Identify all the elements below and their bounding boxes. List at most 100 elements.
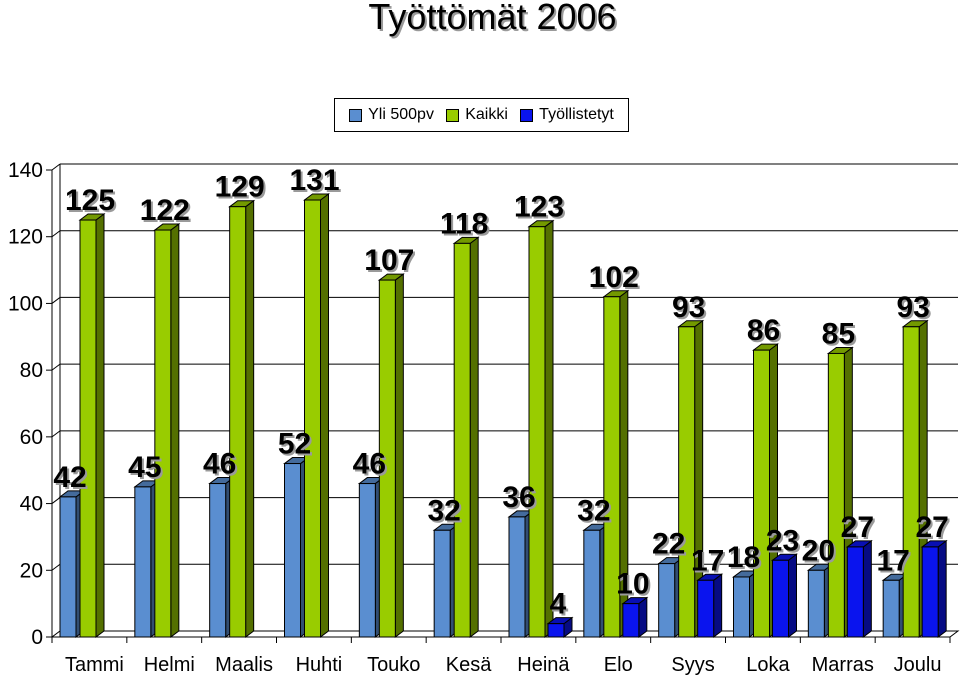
x-tick-label-marras: Marras (812, 654, 874, 676)
legend: Yli 500pv Kaikki Työllistetyt (334, 98, 629, 132)
bar-yli-500pv-elo (583, 529, 601, 638)
data-label-tyollistetyt-heina-shadow: 4 (552, 590, 569, 623)
bar-tyollistetyt-elo (622, 603, 640, 638)
data-label-kaikki-tammi: 125 (65, 184, 115, 217)
data-label-yli-500pv-marras: 20 (802, 534, 835, 567)
data-label-kaikki-joulu-shadow: 93 (898, 293, 931, 326)
legend-item-tyollistetyt: Työllistetyt (520, 106, 614, 124)
data-label-yli-500pv-tammi-shadow: 42 (55, 463, 88, 496)
bar-kaikki-maalis-side (245, 199, 255, 638)
bar-kaikki-tammi (79, 219, 97, 638)
bar-kaikki-heina-side (544, 219, 554, 638)
legend-label-kaikki: Kaikki (465, 106, 508, 123)
data-label-yli-500pv-elo: 32 (577, 494, 610, 527)
data-label-tyollistetyt-joulu-shadow: 27 (917, 513, 950, 546)
bar-kaikki-kesa-side (469, 236, 479, 638)
data-label-yli-500pv-kesa: 32 (427, 494, 460, 527)
bar-yli-500pv-kesa (433, 529, 451, 638)
bar-tyollistetyt-syys (697, 579, 715, 638)
y-tick-label: 120 (8, 226, 43, 249)
data-label-kaikki-marras: 85 (822, 317, 855, 350)
y-tick-label: 40 (20, 493, 43, 516)
y-tick-label: 80 (20, 359, 43, 382)
bar-kaikki-maalis (229, 206, 247, 638)
data-label-kaikki-kesa-shadow: 118 (442, 209, 490, 242)
bar-kaikki-kesa (453, 242, 471, 638)
bar-kaikki-tammi-side (95, 213, 105, 638)
legend-swatch-tyollistetyt (520, 108, 534, 122)
gridline-depth (51, 297, 61, 304)
bar-tyollistetyt-elo-side (638, 596, 648, 638)
data-label-tyollistetyt-elo: 10 (616, 568, 649, 601)
data-label-kaikki-elo: 102 (589, 261, 639, 294)
data-label-yli-500pv-touko: 46 (353, 448, 386, 481)
x-tick-label-syys: Syys (671, 654, 714, 676)
x-tick-label-joulu: Joulu (894, 654, 942, 676)
data-label-yli-500pv-touko-shadow: 46 (355, 450, 388, 483)
bar-kaikki-huhti (304, 199, 321, 638)
gridline-depth (51, 497, 61, 504)
data-label-kaikki-huhti-shadow: 131 (291, 166, 341, 199)
y-tick-label: 100 (8, 292, 43, 315)
data-label-kaikki-syys-shadow: 93 (674, 293, 707, 326)
data-label-tyollistetyt-syys-shadow: 17 (693, 546, 726, 579)
x-tick-label-maalis: Maalis (215, 654, 273, 676)
gridline-depth (51, 163, 61, 171)
data-label-yli-500pv-tammi: 42 (53, 461, 86, 494)
data-label-yli-500pv-loka-shadow: 18 (729, 543, 762, 576)
y-tick-label: 60 (20, 426, 43, 449)
data-label-kaikki-joulu: 93 (896, 291, 929, 324)
data-label-yli-500pv-joulu-shadow: 17 (878, 546, 911, 579)
data-label-yli-500pv-helmi: 45 (128, 451, 161, 484)
bar-yli-500pv-syys (658, 563, 676, 638)
bar-tyollistetyt-heina (547, 623, 565, 638)
x-tick-label-huhti: Huhti (296, 654, 343, 676)
bar-tyollistetyt-syys-side (713, 573, 723, 638)
legend-item-yli-500pv: Yli 500pv (349, 106, 434, 124)
data-label-kaikki-heina-shadow: 123 (516, 193, 566, 226)
data-label-tyollistetyt-loka-shadow: 23 (768, 526, 801, 559)
bar-tyollistetyt-joulu-side (937, 539, 947, 638)
bar-tyollistetyt-marras-side (862, 539, 872, 638)
bar-yli-500pv-helmi (134, 486, 152, 638)
bar-yli-500pv-marras (807, 569, 825, 638)
gridline-depth (51, 563, 61, 571)
x-tick-label-loka: Loka (746, 654, 790, 676)
bar-kaikki-touko (378, 279, 396, 638)
data-label-yli-500pv-heina-shadow: 36 (504, 483, 537, 516)
data-label-kaikki-touko: 107 (364, 244, 414, 277)
bar-tyollistetyt-loka-side (788, 553, 797, 638)
data-label-kaikki-elo-shadow: 102 (591, 263, 641, 296)
bar-kaikki-touko-side (394, 273, 404, 638)
y-tick-label: 20 (20, 559, 43, 582)
data-label-kaikki-huhti: 131 (289, 164, 339, 197)
legend-swatch-yli-500pv (349, 108, 363, 122)
data-label-yli-500pv-huhti: 52 (278, 428, 311, 461)
data-label-kaikki-marras-shadow: 85 (824, 319, 857, 352)
data-label-yli-500pv-huhti-shadow: 52 (280, 430, 313, 463)
data-label-kaikki-loka-shadow: 86 (749, 316, 782, 349)
y-tick-label: 0 (31, 626, 43, 649)
bar-kaikki-elo (603, 296, 621, 638)
data-label-tyollistetyt-syys: 17 (691, 544, 724, 577)
x-tick-label-elo: Elo (604, 654, 633, 676)
data-label-tyollistetyt-heina: 4 (550, 588, 567, 621)
bar-yli-500pv-heina (508, 516, 526, 638)
data-label-yli-500pv-elo-shadow: 32 (579, 496, 612, 529)
gridline-depth (51, 430, 61, 438)
legend-label-tyollistetyt: Työllistetyt (539, 106, 614, 123)
bar-kaikki-helmi-side (170, 223, 180, 638)
x-tick-label-heina: Heinä (517, 654, 570, 676)
data-label-yli-500pv-joulu: 17 (876, 544, 909, 577)
data-label-yli-500pv-kesa-shadow: 32 (429, 496, 462, 529)
bar-tyollistetyt-marras (846, 546, 864, 638)
data-label-yli-500pv-syys: 22 (652, 528, 685, 561)
data-label-kaikki-helmi: 122 (140, 194, 190, 227)
bar-tyollistetyt-joulu (921, 546, 939, 638)
bar-tyollistetyt-loka (772, 559, 789, 638)
data-label-kaikki-loka: 86 (747, 314, 780, 347)
data-label-tyollistetyt-marras-shadow: 27 (843, 513, 876, 546)
data-label-yli-500pv-marras-shadow: 20 (804, 536, 837, 569)
data-label-kaikki-syys: 93 (672, 291, 705, 324)
